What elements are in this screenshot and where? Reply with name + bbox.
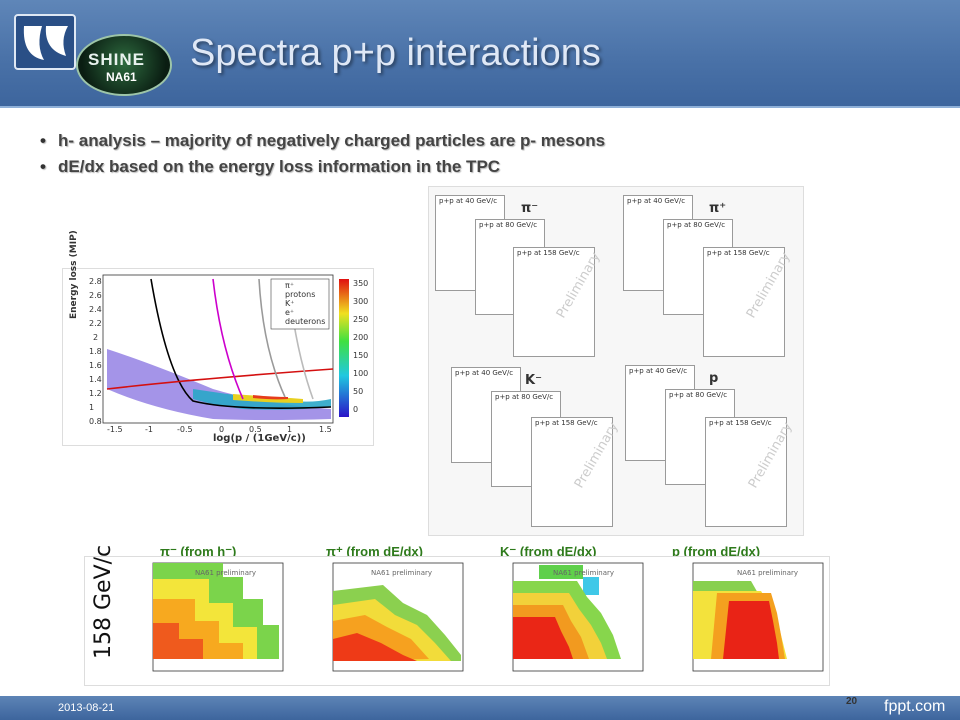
spectrum-energy: p+p at 158 GeV/c xyxy=(707,249,770,257)
spectrum-energy: p+p at 158 GeV/c xyxy=(709,419,772,427)
spectrum-energy: p+p at 158 GeV/c xyxy=(517,249,580,257)
dedx-xlabel: log(p / (1GeV/c)) xyxy=(213,433,306,444)
bullet-item: h- analysis – majority of negatively cha… xyxy=(58,128,778,154)
spectrum-plot: p+p at 158 GeV/c Preliminary xyxy=(705,417,796,527)
spectrum-energy: p+p at 40 GeV/c xyxy=(439,197,498,205)
footer-bar xyxy=(0,696,960,720)
heatmaps-svg xyxy=(152,562,824,672)
particle-label: π⁺ xyxy=(709,201,727,216)
heatmap-label-pi-minus: π⁻ (from h⁻) xyxy=(160,544,237,559)
dedx-ytick: 2.4 xyxy=(89,305,102,314)
spectrum-energy: p+p at 80 GeV/c xyxy=(495,393,554,401)
bullet-list: h- analysis – majority of negatively cha… xyxy=(58,128,778,180)
preliminary-watermark: Preliminary xyxy=(745,419,796,492)
colorbar-tick: 200 xyxy=(353,333,369,342)
na61-logo-text: NA61 xyxy=(106,70,137,84)
colorbar-tick: 250 xyxy=(353,315,369,324)
preliminary-watermark: Preliminary xyxy=(553,249,604,322)
dedx-xtick: 0 xyxy=(219,425,225,434)
colorbar-tick: 0 xyxy=(353,405,359,414)
heatmap-label-pi-plus: π⁺ (from dE/dx) xyxy=(326,544,423,559)
heatmap-label-proton: p (from dE/dx) xyxy=(672,544,761,559)
preliminary-watermark: Preliminary xyxy=(743,249,794,322)
dedx-ytick: 2 xyxy=(93,333,99,342)
colorbar-tick: 50 xyxy=(353,387,364,396)
shine-logo-text: SHINE xyxy=(88,50,145,69)
heatmap-label-k-minus: K⁻ (from dE/dx) xyxy=(500,544,597,559)
dedx-ytick: 1 xyxy=(89,403,95,412)
footer-brand: fppt.com xyxy=(884,698,946,715)
spectrum-energy: p+p at 80 GeV/c xyxy=(669,391,728,399)
dedx-ytick: 2.8 xyxy=(89,277,102,286)
dedx-xtick: 0.5 xyxy=(249,425,262,434)
dedx-legend-4: deuterons xyxy=(285,317,326,326)
colorbar-tick: 100 xyxy=(353,369,369,378)
logo-swoosh-icon xyxy=(23,26,68,60)
dedx-ytick: 1.6 xyxy=(89,361,102,370)
spectra-grid: p+p at 40 GeV/c p+p at 80 GeV/c p+p at 1… xyxy=(428,186,804,536)
dedx-xtick: -0.5 xyxy=(177,425,193,434)
spectrum-energy: p+p at 40 GeV/c xyxy=(627,197,686,205)
spectrum-energy: p+p at 40 GeV/c xyxy=(455,369,514,377)
dedx-legend-2: K⁺ xyxy=(285,299,295,308)
dedx-xtick: 1 xyxy=(287,425,293,434)
colorbar-tick: 350 xyxy=(353,279,369,288)
heatmap-row: 158 GeV/c xyxy=(84,545,830,686)
slide-title: Spectra p+p interactions xyxy=(190,32,601,74)
dedx-ytick: 1.4 xyxy=(89,375,102,384)
spectrum-energy: p+p at 40 GeV/c xyxy=(629,367,688,375)
heatmap-watermark: NA61 preliminary xyxy=(371,569,433,577)
shine-logo xyxy=(76,34,172,96)
slide-date: 2013-08-21 xyxy=(58,702,115,714)
dedx-xtick: -1.5 xyxy=(107,425,123,434)
slide-page-number: 20 xyxy=(846,696,858,707)
dedx-legend-1: protons xyxy=(285,290,316,299)
spectrum-energy: p+p at 158 GeV/c xyxy=(535,419,598,427)
heatmap-watermark: NA61 preliminary xyxy=(553,569,615,577)
dedx-ytick: 2.2 xyxy=(89,319,102,328)
dedx-ytick: 2.6 xyxy=(89,291,102,300)
university-logo xyxy=(14,14,76,70)
heatmap-watermark: NA61 preliminary xyxy=(737,569,799,577)
colorbar-tick: 300 xyxy=(353,297,369,306)
particle-label: K⁻ xyxy=(525,373,542,388)
spectrum-energy: p+p at 80 GeV/c xyxy=(667,221,726,229)
dedx-ytick: 1.8 xyxy=(89,347,102,356)
dedx-xtick: 1.5 xyxy=(319,425,332,434)
dedx-legend-3: e⁺ xyxy=(285,308,295,317)
heatmap-watermark: NA61 preliminary xyxy=(195,569,257,577)
dedx-legend-0: π⁺ xyxy=(285,281,295,290)
colorbar-tick: 150 xyxy=(353,351,369,360)
preliminary-watermark: Preliminary xyxy=(571,419,622,492)
particle-label: p xyxy=(709,371,719,386)
dedx-ytick: 1.2 xyxy=(89,389,102,398)
bullet-item: dE/dx based on the energy loss informati… xyxy=(58,154,778,180)
dedx-scatter xyxy=(107,349,331,420)
particle-label: π⁻ xyxy=(521,201,539,216)
heatmap-row-label: 158 GeV/c xyxy=(91,544,116,659)
dedx-ytick: 0.8 xyxy=(89,417,102,426)
spectrum-plot: p+p at 158 GeV/c Preliminary xyxy=(531,417,622,527)
dedx-ylabel: Energy loss (MIP) xyxy=(69,230,79,319)
spectrum-plot: p+p at 158 GeV/c Preliminary xyxy=(513,247,604,357)
spectrum-energy: p+p at 80 GeV/c xyxy=(479,221,538,229)
dedx-xtick: -1 xyxy=(145,425,153,434)
spectrum-plot: p+p at 158 GeV/c Preliminary xyxy=(703,247,794,357)
dedx-plot-svg xyxy=(102,274,349,424)
dedx-plot: Energy loss (MIP) log(p / (1GeV/c)) π⁺ p… xyxy=(62,230,374,446)
